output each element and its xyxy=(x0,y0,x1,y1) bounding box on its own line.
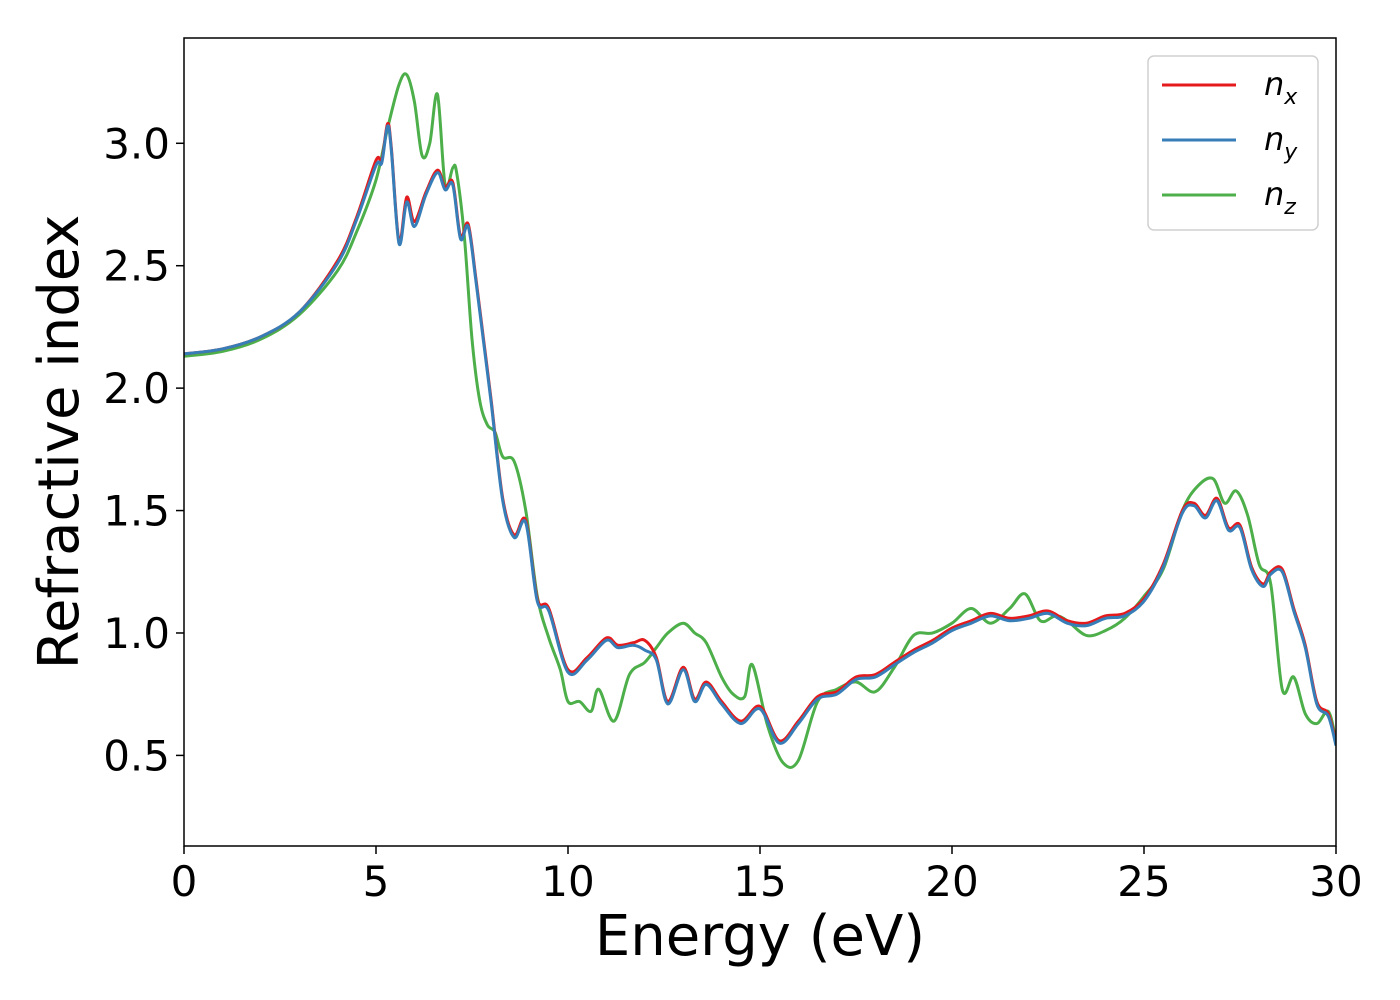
legend-label-subscript: y xyxy=(1283,140,1298,165)
x-tick-label: 30 xyxy=(1309,857,1362,906)
legend-label-y: ny xyxy=(1264,120,1298,165)
y-tick-label: 2.0 xyxy=(103,364,170,413)
x-tick-label: 15 xyxy=(733,857,786,906)
legend-box xyxy=(1147,55,1319,231)
x-axis-ticks: 0 5 10 15 20 25 30 xyxy=(171,846,1363,906)
y-tick-label: 0.5 xyxy=(103,731,170,780)
legend-label-x: nx xyxy=(1264,65,1298,110)
legend-label-base: n xyxy=(1264,120,1284,158)
x-tick-label: 20 xyxy=(925,857,978,906)
y-tick-label: 3.0 xyxy=(103,119,170,168)
series-line-y xyxy=(184,124,1336,746)
y-tick-label: 2.5 xyxy=(103,242,170,291)
x-tick-label: 10 xyxy=(541,857,594,906)
y-tick-label: 1.0 xyxy=(103,609,170,658)
legend-label-base: n xyxy=(1264,65,1284,103)
legend-label-base: n xyxy=(1264,175,1284,213)
y-axis-ticks: 0.5 1.0 1.5 2.0 2.5 3.0 xyxy=(103,119,184,780)
x-axis-title: Energy (eV) xyxy=(595,904,925,969)
legend-label-z: nz xyxy=(1264,175,1296,220)
series-layer xyxy=(184,72,1336,769)
legend-label-subscript: z xyxy=(1283,195,1296,220)
x-tick-label: 25 xyxy=(1117,857,1170,906)
y-tick-label: 1.5 xyxy=(103,487,170,536)
x-tick-label: 0 xyxy=(171,857,198,906)
legend-label-subscript: x xyxy=(1283,85,1298,110)
x-tick-label: 5 xyxy=(363,857,390,906)
y-axis-title: Refractive index xyxy=(27,215,92,670)
